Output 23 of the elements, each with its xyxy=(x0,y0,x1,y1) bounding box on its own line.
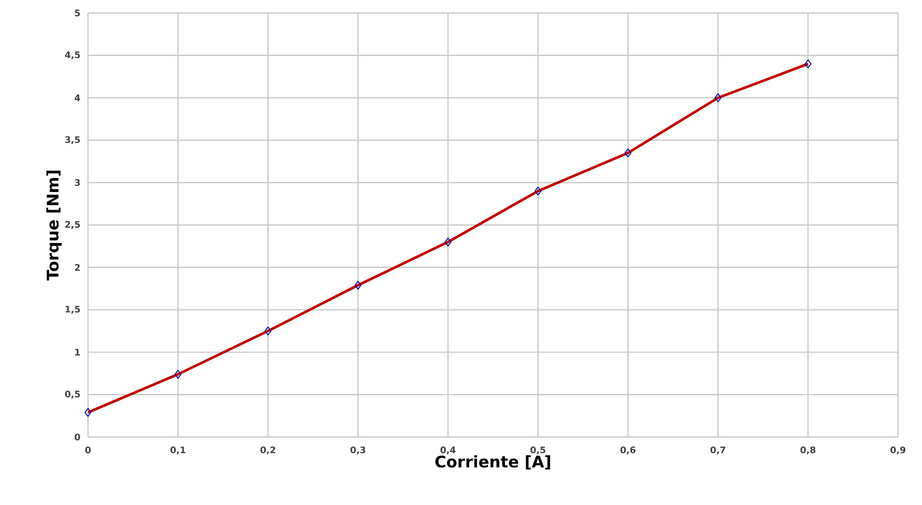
y-tick-label: 3 xyxy=(74,179,80,186)
x-axis-title: Corriente [A] xyxy=(435,455,550,470)
x-tick-label: 0,3 xyxy=(350,446,366,454)
y-tick-label: 4 xyxy=(74,94,80,102)
x-tick-label: 0 xyxy=(85,446,91,454)
y-tick-label: 1,5 xyxy=(66,306,80,314)
y-tick-label: 4,5 xyxy=(65,52,80,60)
x-tick-label: 0,1 xyxy=(170,446,186,454)
y-tick-label: 2,5 xyxy=(65,221,80,229)
x-tick-label: 0,2 xyxy=(260,446,276,454)
y-axis-title: Torque [Nm] xyxy=(46,170,62,281)
x-tick-label: 0,5 xyxy=(530,446,546,454)
y-tick-label: 1 xyxy=(75,348,80,356)
y-tick-label: 0 xyxy=(74,434,80,440)
x-tick-label: 0,4 xyxy=(440,446,456,454)
y-tick-label: 5 xyxy=(74,10,80,16)
y-tick-label: 2 xyxy=(74,264,80,271)
x-tick-label: 0,7 xyxy=(710,446,726,454)
y-tick-label: 3,5 xyxy=(65,136,80,144)
x-tick-label: 0,9 xyxy=(890,446,906,454)
x-tick-label: 0,6 xyxy=(620,446,636,454)
x-tick-label: 0,8 xyxy=(800,446,816,454)
y-tick-label: 0,5 xyxy=(65,390,80,399)
